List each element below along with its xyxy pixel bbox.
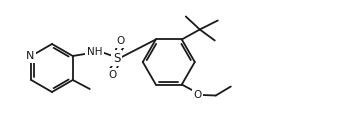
Text: O: O (117, 36, 125, 46)
Text: N: N (26, 51, 34, 61)
Text: O: O (109, 70, 117, 80)
Text: S: S (113, 51, 120, 65)
Text: O: O (194, 89, 202, 100)
Text: NH: NH (87, 47, 103, 57)
